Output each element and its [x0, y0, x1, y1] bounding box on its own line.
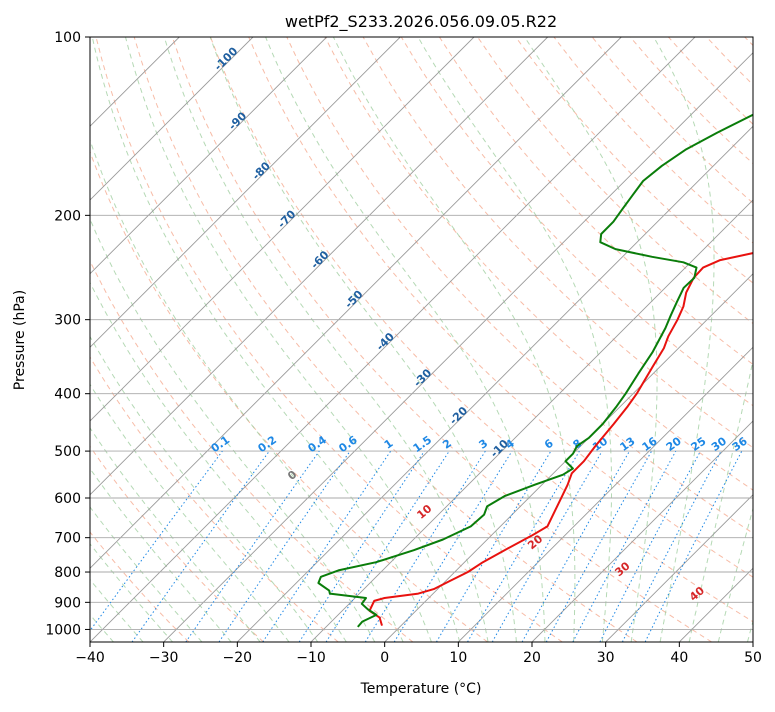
x-tick-label: −20: [223, 650, 253, 666]
y-tick-label: 900: [54, 595, 81, 611]
y-tick-label: 800: [54, 565, 81, 581]
x-tick-label: 40: [670, 650, 688, 666]
x-tick-label: 50: [744, 650, 762, 666]
y-tick-label: 500: [54, 444, 81, 460]
y-tick-label: 300: [54, 313, 81, 329]
x-tick-label: −40: [75, 650, 105, 666]
y-axis-label: Pressure (hPa): [12, 290, 28, 390]
x-tick-label: 20: [523, 650, 541, 666]
x-tick-label: −10: [296, 650, 326, 666]
y-tick-label: 700: [54, 531, 81, 547]
isotherm-line: [753, 37, 775, 642]
x-tick-label: 30: [597, 650, 615, 666]
x-tick-label: 0: [380, 650, 389, 666]
y-tick-label: 400: [54, 387, 81, 403]
y-tick-label: 600: [54, 491, 81, 507]
y-tick-label: 100: [54, 30, 81, 46]
x-tick-label: −30: [149, 650, 179, 666]
x-tick-label: 10: [449, 650, 467, 666]
y-tick-label: 200: [54, 208, 81, 224]
x-axis-label: Temperature (°C): [360, 681, 482, 697]
chart-title: wetPf2_S233.2026.056.09.05.R22: [285, 12, 557, 32]
y-tick-label: 1000: [45, 622, 81, 638]
